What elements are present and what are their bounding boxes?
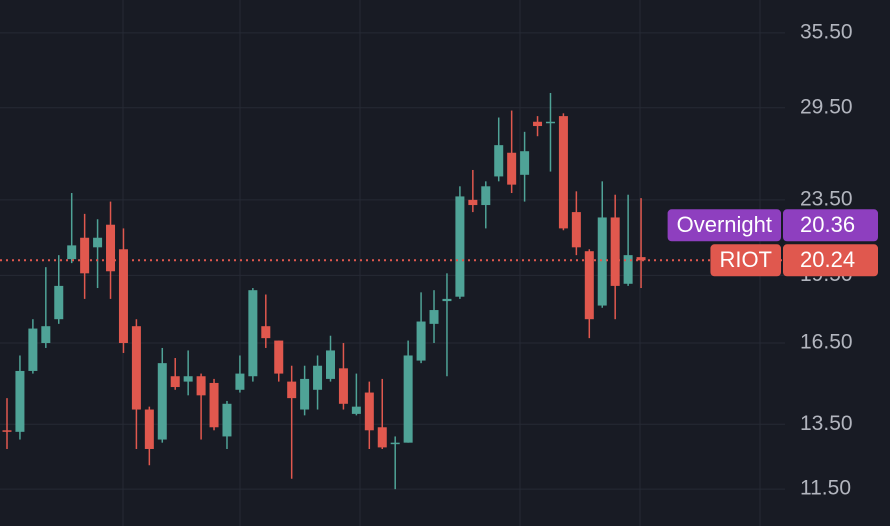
price-label-value-box xyxy=(783,209,878,242)
y-tick-label: 16.50 xyxy=(800,331,853,354)
candle-body xyxy=(558,116,568,229)
candle-body xyxy=(455,196,465,297)
candle-body xyxy=(183,376,193,382)
candle-body xyxy=(377,427,387,448)
y-tick-label: 29.50 xyxy=(800,95,853,118)
y-tick-label: 13.50 xyxy=(800,412,853,435)
candle-body xyxy=(106,224,116,272)
candle-body xyxy=(196,376,206,396)
candle-body xyxy=(584,251,594,320)
candle-body xyxy=(571,212,581,248)
price-label-value-box xyxy=(783,244,878,277)
candle-body xyxy=(209,382,219,428)
candle-body xyxy=(144,409,154,449)
candle-body xyxy=(157,363,167,440)
candle-body xyxy=(313,365,323,390)
candle-body xyxy=(429,310,439,324)
candle-body xyxy=(507,152,517,185)
price-label: RIOT 20.24 xyxy=(710,244,878,277)
candle-body xyxy=(533,121,543,127)
candle-body xyxy=(636,257,646,261)
candle-body xyxy=(287,381,297,399)
candle-body xyxy=(93,237,103,248)
candle-body xyxy=(468,199,478,206)
candle-body xyxy=(118,249,128,344)
candle-body xyxy=(41,326,51,344)
candle-body xyxy=(351,406,361,414)
candle-body xyxy=(28,328,38,371)
candle-body xyxy=(54,285,64,320)
y-tick-label: 23.50 xyxy=(800,187,853,210)
y-tick-label: 11.50 xyxy=(800,477,851,500)
candle-body xyxy=(222,403,232,437)
candle-body xyxy=(131,326,141,410)
price-label-name-box xyxy=(667,209,781,242)
candle-body xyxy=(67,245,77,260)
y-tick-label: 35.50 xyxy=(800,20,853,43)
candle-body xyxy=(248,290,258,377)
candle-body xyxy=(597,217,607,306)
candle-body xyxy=(170,376,180,388)
candle-body xyxy=(403,355,413,443)
candle-body xyxy=(338,368,348,404)
candle-body xyxy=(261,326,271,339)
candle-body xyxy=(326,350,335,379)
candle-body xyxy=(364,392,374,431)
candle-body xyxy=(545,121,555,124)
price-label-name: RIOT xyxy=(719,247,772,272)
candle-body xyxy=(80,237,90,274)
candle-body xyxy=(520,151,530,175)
price-label-name-box xyxy=(710,244,781,277)
price-label-value: 20.36 xyxy=(800,212,855,237)
candle-body xyxy=(610,217,620,286)
price-label-name: Overnight xyxy=(677,212,772,237)
price-label-value: 20.24 xyxy=(800,247,855,272)
candle-body xyxy=(481,186,491,206)
candle-body xyxy=(274,340,284,374)
candle-body xyxy=(390,442,400,445)
candle-body xyxy=(416,321,426,361)
candle-body xyxy=(623,255,633,284)
candle-body xyxy=(15,370,25,432)
price-label: Overnight 20.36 xyxy=(667,209,878,242)
candle-body xyxy=(494,145,504,177)
candle-body xyxy=(300,378,310,410)
candle-body xyxy=(235,373,245,390)
candle-body xyxy=(442,298,452,302)
candle-body xyxy=(2,430,12,432)
